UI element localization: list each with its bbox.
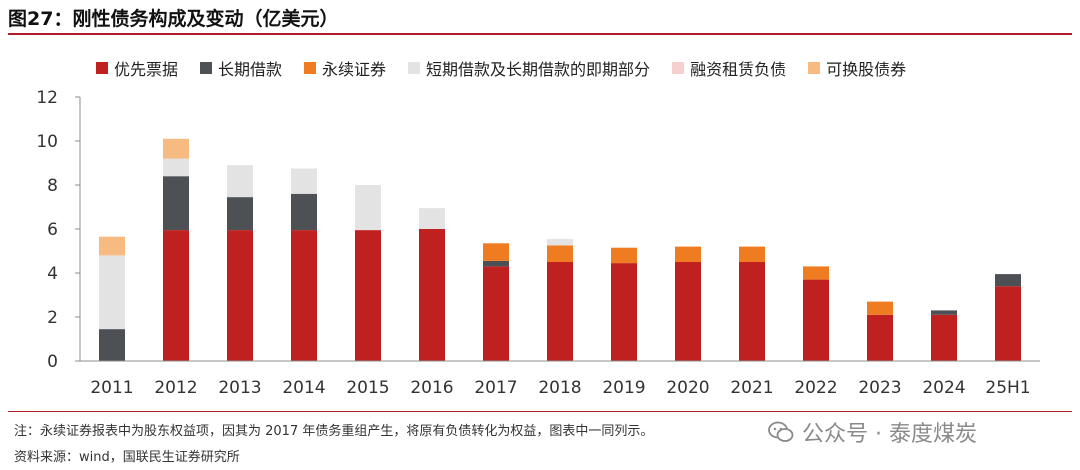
- x-tick-label: 2014: [282, 378, 325, 398]
- bar-segment: [355, 185, 381, 231]
- legend-item-senior-notes: 优先票据: [96, 56, 178, 80]
- bar-segment: [163, 176, 189, 231]
- bar-segment: [867, 301, 893, 315]
- bar-segment: [611, 263, 637, 361]
- bar-segment: [355, 230, 381, 361]
- legend-item-convertible-bonds: 可换股债券: [808, 56, 906, 80]
- bar-segment: [227, 165, 253, 198]
- x-tick-label: 2013: [218, 378, 261, 398]
- bar-segment: [675, 246, 701, 262]
- legend-item-perpetual-securities: 永续证券: [304, 56, 386, 80]
- chart-legend: 优先票据 长期借款 永续证券 短期借款及长期借款的即期部分 融资租赁负债 可换股…: [96, 56, 906, 80]
- y-tick-label: 6: [47, 220, 58, 240]
- bar-segment: [739, 262, 765, 361]
- legend-swatch: [408, 62, 421, 74]
- legend-label: 优先票据: [114, 60, 179, 79]
- y-tick-label: 2: [47, 308, 58, 328]
- stacked-bar-chart: 0 2 4 6 8 10 12 2011 2012 2013 2014 2015 2016 2017 201…: [36, 88, 1040, 398]
- legend-item-lease-liabilities: 融资租赁负债: [672, 56, 786, 80]
- chart-title: 图27：刚性债务构成及变动（亿美元）: [8, 8, 339, 30]
- bar-segment: [995, 286, 1021, 361]
- x-tick-label: 2020: [666, 378, 709, 398]
- watermark-text: 公众号 · 泰度煤炭: [802, 422, 977, 447]
- y-tick-label: 10: [36, 132, 58, 152]
- bar-segment: [227, 197, 253, 231]
- bar-segment: [995, 274, 1021, 287]
- legend-swatch: [96, 62, 108, 74]
- watermark: 公众号 · 泰度煤炭: [768, 416, 977, 448]
- y-tick-label: 0: [47, 352, 58, 372]
- x-tick-label: 2019: [602, 378, 645, 398]
- bar-segment: [99, 236, 125, 256]
- x-tick-label: 2021: [730, 378, 773, 398]
- wechat-icon: [768, 421, 794, 442]
- x-tick-label: 2011: [90, 378, 133, 398]
- legend-label: 短期借款及长期借款的即期部分: [426, 60, 651, 79]
- bar-segment: [547, 238, 573, 246]
- bar-segment: [483, 243, 509, 261]
- legend-swatch: [808, 62, 821, 74]
- bar-segment: [291, 230, 317, 361]
- bar-segment: [739, 246, 765, 262]
- bar-segment: [419, 208, 445, 229]
- footnote: 注：永续证券报表中为股东权益项，因其为 2017 年债务重组产生，将原有负债转化…: [14, 424, 654, 439]
- x-tick-label: 2018: [538, 378, 581, 398]
- legend-item-short-term-loans: 短期借款及长期借款的即期部分: [408, 56, 650, 80]
- legend-swatch: [672, 62, 685, 74]
- bar-segment: [483, 260, 509, 267]
- legend-swatch: [200, 62, 213, 74]
- bar-segment: [291, 193, 317, 231]
- bar-segment: [99, 329, 125, 361]
- y-tick-label: 4: [47, 264, 58, 284]
- bar-segment: [419, 229, 445, 361]
- bar-segment: [803, 279, 829, 361]
- bar-segment: [163, 158, 189, 177]
- bar-segment: [163, 230, 189, 361]
- x-tick-label: 25H1: [985, 378, 1030, 398]
- bar-segment: [227, 230, 253, 361]
- legend-label: 长期借款: [218, 60, 283, 79]
- bar-segment: [675, 262, 701, 361]
- title-divider: [8, 33, 1072, 35]
- x-tick-label: 2015: [346, 378, 389, 398]
- bar-segment: [291, 168, 317, 194]
- x-tick-label: 2023: [858, 378, 901, 398]
- bar-segment: [547, 262, 573, 361]
- notes-divider: [8, 411, 1072, 412]
- x-tick-label: 2016: [410, 378, 453, 398]
- bar-segment: [867, 314, 893, 361]
- bar-segment: [931, 310, 957, 315]
- legend-label: 可换股债券: [826, 60, 907, 79]
- x-tick-label: 2022: [794, 378, 837, 398]
- y-tick-label: 8: [47, 176, 58, 196]
- legend-label: 融资租赁负债: [690, 60, 787, 79]
- source-note: 资料来源：wind，国联民生证券研究所: [14, 450, 240, 465]
- legend-label: 永续证券: [322, 60, 387, 79]
- legend-item-long-term-loans: 长期借款: [200, 56, 282, 80]
- x-tick-label: 2017: [474, 378, 517, 398]
- bar-segment: [99, 255, 125, 330]
- bar-segment: [931, 314, 957, 361]
- y-tick-label: 12: [36, 88, 58, 108]
- x-tick-label: 2012: [154, 378, 197, 398]
- x-tick-label: 2024: [922, 378, 965, 398]
- bar-segment: [547, 245, 573, 262]
- bar-segment: [163, 138, 189, 159]
- bar-segment: [803, 266, 829, 280]
- legend-swatch: [304, 62, 317, 74]
- bar-segment: [611, 247, 637, 264]
- bar-segment: [483, 266, 509, 361]
